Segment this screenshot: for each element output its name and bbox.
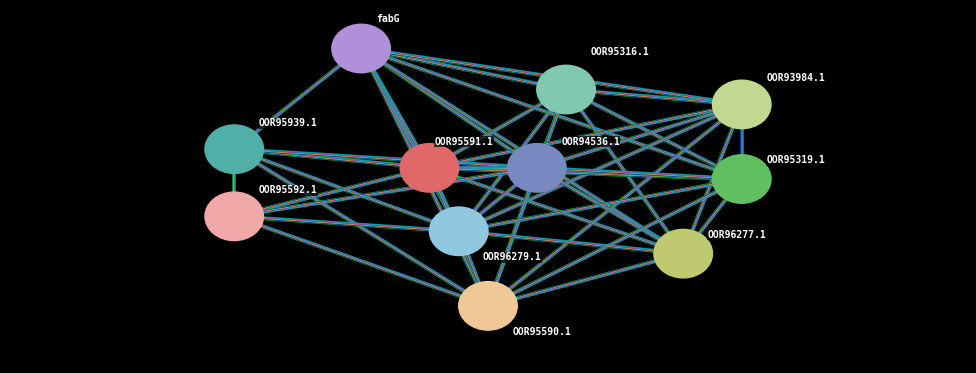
Ellipse shape	[537, 65, 595, 114]
Ellipse shape	[429, 207, 488, 256]
Text: OOR95939.1: OOR95939.1	[259, 118, 317, 128]
Text: OOR95316.1: OOR95316.1	[590, 47, 649, 57]
Ellipse shape	[508, 144, 566, 192]
Text: OOR95592.1: OOR95592.1	[259, 185, 317, 195]
Ellipse shape	[400, 144, 459, 192]
Ellipse shape	[205, 125, 264, 173]
Text: OOR96277.1: OOR96277.1	[708, 230, 766, 240]
Ellipse shape	[654, 229, 712, 278]
Text: OOR95590.1: OOR95590.1	[512, 327, 571, 337]
Text: OOR95319.1: OOR95319.1	[766, 156, 825, 165]
Text: OOR93984.1: OOR93984.1	[766, 73, 825, 83]
Text: fabG: fabG	[376, 14, 399, 23]
Ellipse shape	[712, 155, 771, 203]
Ellipse shape	[459, 282, 517, 330]
Text: OOR96279.1: OOR96279.1	[483, 253, 542, 262]
Text: OOR95591.1: OOR95591.1	[434, 137, 493, 147]
Ellipse shape	[712, 80, 771, 129]
Ellipse shape	[332, 24, 390, 73]
Ellipse shape	[205, 192, 264, 241]
Text: OOR94536.1: OOR94536.1	[561, 137, 620, 147]
